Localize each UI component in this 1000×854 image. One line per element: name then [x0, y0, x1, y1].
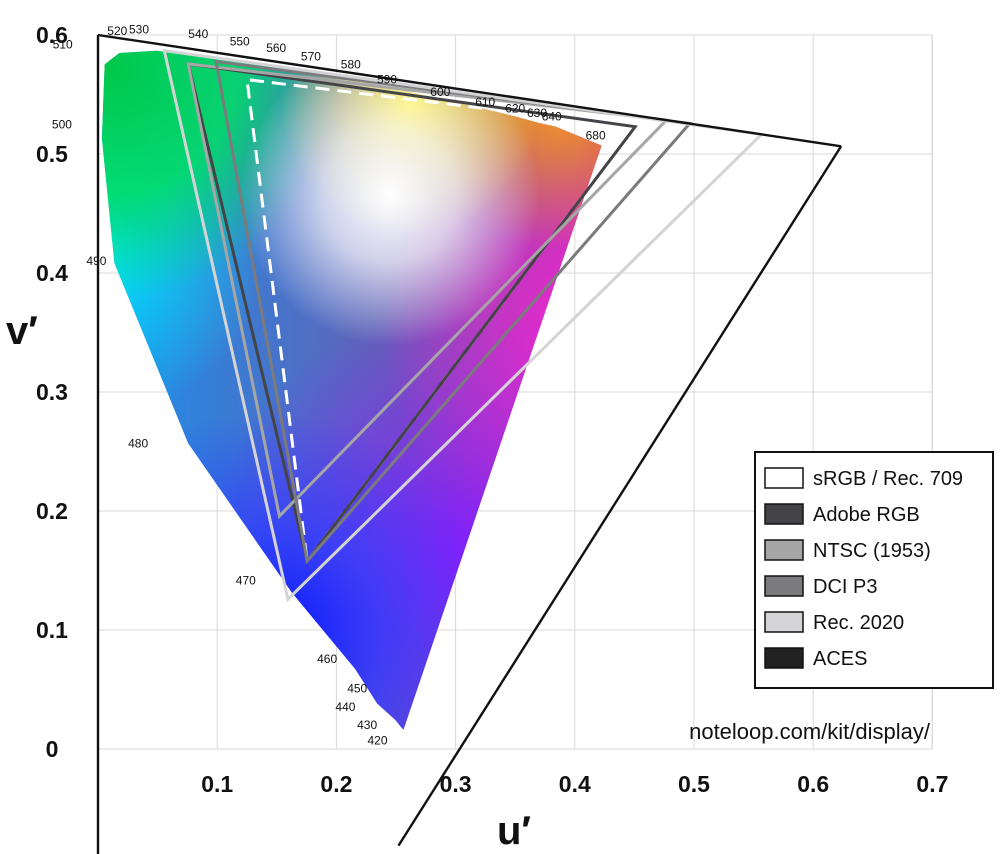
wavelength-label: 520: [107, 24, 127, 38]
wavelength-label: 460: [317, 652, 337, 666]
wavelength-label: 560: [266, 41, 286, 55]
legend-label: DCI P3: [813, 576, 877, 598]
wavelength-label: 440: [335, 700, 355, 714]
legend-label: Rec. 2020: [813, 612, 904, 634]
legend-swatch: [764, 575, 804, 597]
y-tick-label: 0.6: [36, 22, 68, 48]
x-tick-label: 0.5: [678, 771, 710, 797]
wavelength-label: 610: [475, 95, 495, 109]
y-tick-label: 0.3: [36, 379, 68, 405]
legend-label: sRGB / Rec. 709: [813, 468, 963, 490]
gamut-triangles: [162, 48, 765, 603]
wavelength-label: 530: [129, 23, 149, 37]
wavelength-label: 420: [368, 734, 388, 748]
wavelength-label: 480: [128, 436, 148, 450]
wavelength-label: 450: [347, 682, 367, 696]
wavelength-label: 600: [430, 85, 450, 99]
wavelength-label: 630: [527, 106, 547, 120]
wavelength-label: 580: [341, 58, 361, 72]
wavelength-label: 490: [86, 254, 106, 268]
gamut-ntsc-1953: [186, 62, 670, 520]
wavelength-label: 550: [230, 34, 250, 48]
legend-swatch: [764, 539, 804, 561]
x-tick-label: 0.3: [440, 771, 472, 797]
y-tick-label: 0: [46, 736, 59, 762]
wavelength-label: 510: [53, 37, 73, 51]
legend-swatch: [764, 467, 804, 489]
x-tick-label: 0.4: [559, 771, 591, 797]
x-tick-label: 0.1: [201, 771, 233, 797]
legend-swatch: [764, 611, 804, 633]
wavelength-label: 470: [236, 574, 256, 588]
wavelength-label: 590: [377, 73, 397, 87]
aces-edge-right: [397, 145, 843, 847]
gamut-rec-2020: [162, 48, 765, 603]
source-url: noteloop.com/kit/display/: [689, 719, 931, 744]
legend-swatch: [764, 647, 804, 669]
wavelength-label: 540: [188, 27, 208, 41]
wavelength-label: 640: [542, 110, 562, 124]
y-tick-label: 0.5: [36, 141, 68, 167]
gamut-adobe-rgb: [186, 62, 638, 565]
x-tick-label: 0.6: [797, 771, 829, 797]
wavelength-label: 620: [505, 101, 525, 115]
legend: sRGB / Rec. 709 Adobe RGB NTSC (1953) DCI P…: [754, 451, 994, 689]
axes: [96, 33, 843, 854]
x-tick-label: 0.2: [320, 771, 352, 797]
y-tick-label: 0.1: [36, 617, 68, 643]
aces-edge-top: [97, 33, 842, 148]
wavelength-label: 500: [52, 117, 72, 131]
wavelength-label: 430: [357, 718, 377, 732]
legend-label: Adobe RGB: [813, 504, 920, 526]
x-axis-title: u′: [497, 809, 531, 853]
wavelength-label: 570: [301, 50, 321, 64]
wavelength-label: 680: [586, 129, 606, 143]
legend-label: ACES: [813, 648, 867, 670]
legend-swatch: [764, 503, 804, 525]
y-tick-label: 0.2: [36, 498, 68, 524]
tick-labels: 0.1 0.2 0.3 0.4 0.5 0.6 0.7 0 0.1 0.2 0.3 0.4 0.5 0.6: [36, 22, 948, 797]
y-axis-title: v′: [6, 309, 38, 353]
legend-label: NTSC (1953): [813, 540, 931, 562]
y-tick-label: 0.4: [36, 260, 68, 286]
x-tick-label: 0.7: [916, 771, 948, 797]
axis-titles: u′ v′: [6, 309, 531, 853]
